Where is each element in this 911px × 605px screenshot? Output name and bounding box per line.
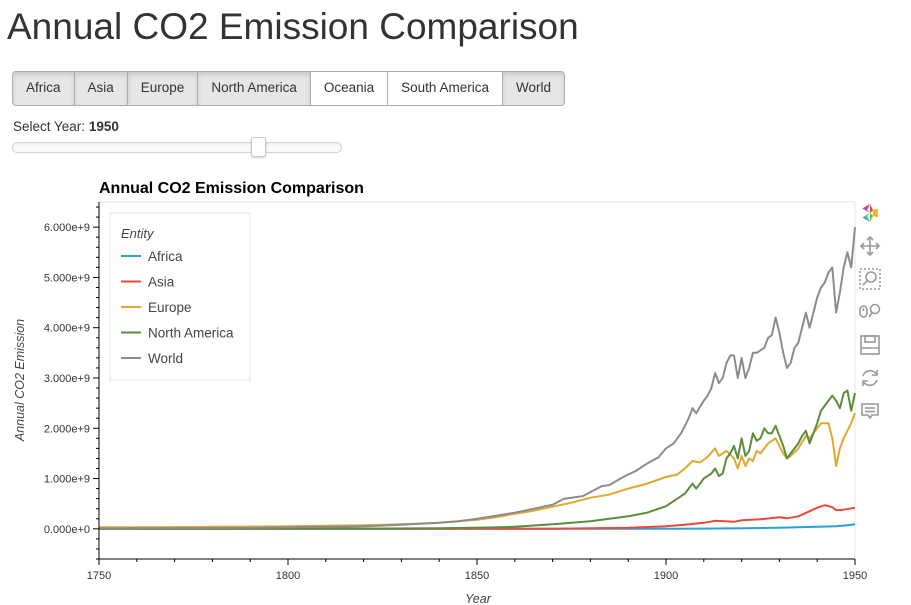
year-slider-label: Select Year: 1950 — [13, 119, 119, 134]
legend-item-label[interactable]: North America — [148, 326, 234, 341]
pan-icon[interactable] — [857, 233, 883, 259]
region-button-group: Africa Asia Europe North America Oceania… — [12, 71, 565, 106]
reset-icon[interactable] — [857, 365, 883, 391]
legend-item-label[interactable]: World — [148, 351, 183, 366]
x-tick-label: 1900 — [654, 570, 678, 582]
year-slider-handle[interactable] — [251, 137, 266, 157]
year-slider-label-text: Select Year: — [13, 119, 89, 134]
y-tick-label: 5.000e+9 — [44, 272, 90, 284]
x-tick-label: 1800 — [276, 570, 300, 582]
region-button-africa[interactable]: Africa — [13, 72, 75, 105]
x-tick-label: 1850 — [465, 570, 489, 582]
series-line-asia[interactable] — [98, 504, 856, 530]
series-layer — [98, 227, 856, 530]
region-button-world[interactable]: World — [502, 72, 564, 105]
region-button-north-america[interactable]: North America — [198, 72, 311, 105]
legend: Entity Africa Asia Europe North America Worl… — [109, 212, 251, 381]
year-slider-value: 1950 — [88, 119, 119, 134]
x-tick-label: 1950 — [843, 570, 867, 582]
y-tick-label: 6.000e+9 — [44, 222, 90, 234]
series-line-world[interactable] — [98, 227, 856, 530]
y-tick-label: 3.000e+9 — [44, 373, 90, 385]
region-button-asia[interactable]: Asia — [74, 72, 128, 105]
x-axis-label: Year — [465, 592, 492, 605]
save-icon[interactable] — [857, 332, 883, 358]
legend-item-label[interactable]: Europe — [148, 300, 192, 315]
region-button-oceania[interactable]: Oceania — [310, 72, 389, 105]
chart-title: Annual CO2 Emission Comparison — [99, 180, 364, 197]
y-tick-label: 4.000e+9 — [44, 323, 90, 335]
chart-title-group: Annual CO2 Emission Comparison — [99, 180, 364, 197]
axes-layer: 0.000e+0 1.000e+9 2.000e+9 3.000e+9 4.000e+9… — [44, 202, 867, 582]
wheel-zoom-icon[interactable] — [857, 299, 883, 325]
year-slider-track[interactable] — [12, 142, 342, 153]
legend-item-label[interactable]: Asia — [148, 275, 175, 290]
legend-items: Africa Asia Europe North America World — [121, 249, 234, 366]
series-line-north-america[interactable] — [98, 389, 856, 530]
legend-item-label[interactable]: Africa — [148, 249, 183, 264]
region-button-south-america[interactable]: South America — [388, 72, 503, 105]
series-line-africa[interactable] — [99, 523, 856, 530]
y-tick-label: 0.000e+0 — [44, 524, 90, 536]
y-tick-label: 1.000e+9 — [44, 474, 90, 486]
y-tick-label: 2.000e+9 — [44, 423, 90, 435]
x-tick-label: 1750 — [87, 570, 111, 582]
y-axis-label: Annual CO2 Emission — [13, 319, 27, 442]
box-zoom-icon[interactable] — [857, 266, 883, 292]
hover-icon[interactable] — [857, 398, 883, 424]
legend-box — [109, 212, 251, 381]
co2-line-chart: Annual CO2 Emission Comparison 0.000e+0 1… — [13, 180, 867, 605]
page-title: Annual CO2 Emission Comparison — [7, 6, 579, 47]
region-button-europe[interactable]: Europe — [127, 72, 199, 105]
legend-title: Entity — [121, 226, 155, 241]
bokeh-logo-icon[interactable] — [857, 200, 883, 226]
